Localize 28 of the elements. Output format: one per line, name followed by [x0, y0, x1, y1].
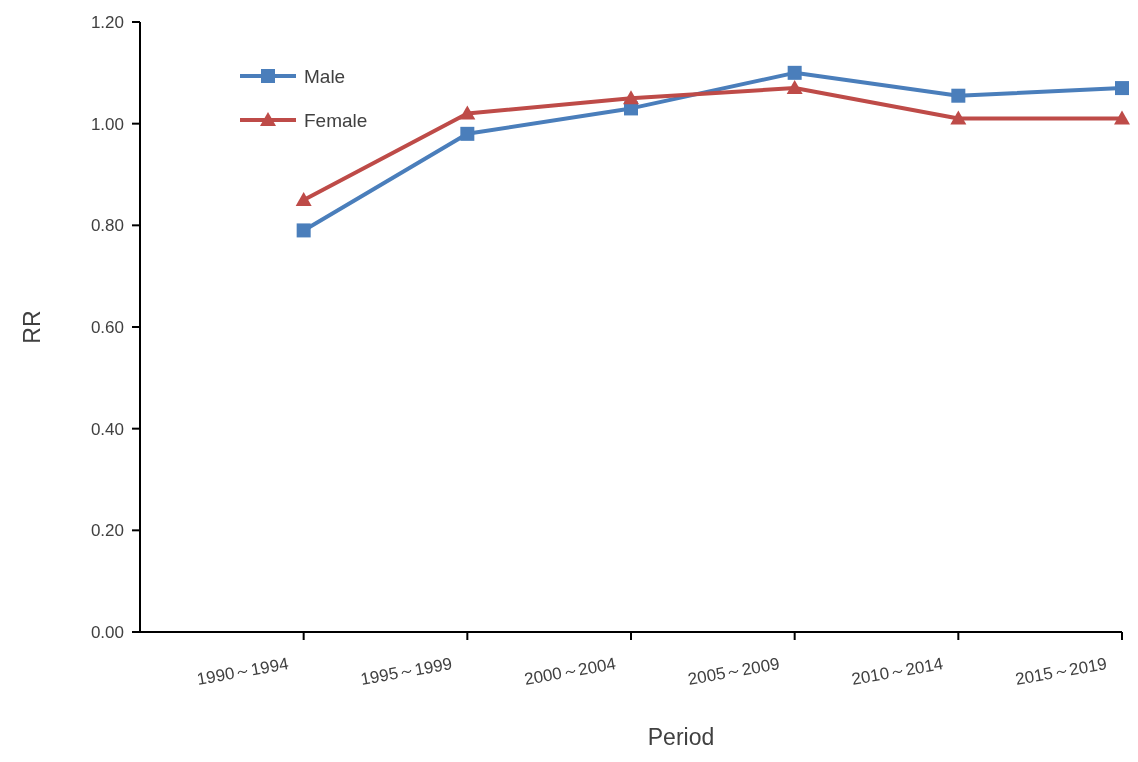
- point: [460, 126, 475, 141]
- y-tick-label: 0.60: [90, 318, 124, 337]
- y-tick-label: 0.40: [90, 419, 124, 439]
- x-axis-title: Period: [647, 724, 715, 750]
- point: [786, 80, 803, 95]
- x-tick-label: 2000～2004: [522, 654, 618, 689]
- y-tick-label: 1.00: [90, 114, 124, 134]
- x-tick-label: 1990～1994: [195, 654, 290, 689]
- y-tick-label: 0.80: [90, 216, 124, 236]
- y-tick-label: 0.20: [90, 521, 124, 541]
- point: [1115, 81, 1129, 96]
- point: [295, 191, 312, 206]
- y-axis-title: RR: [19, 310, 45, 344]
- legend-label: Female: [304, 110, 368, 131]
- x-tick-label: 2010～2014: [850, 654, 945, 689]
- point: [296, 223, 311, 238]
- x-tick-label: 1995～1999: [359, 654, 454, 689]
- point: [787, 65, 802, 80]
- y-tick-label: 0.00: [90, 623, 124, 642]
- point: [951, 88, 966, 103]
- point: [623, 90, 639, 105]
- legend-label: Male: [304, 66, 346, 87]
- x-tick-label: 2005～2009: [686, 654, 781, 689]
- point: [950, 110, 967, 125]
- y-tick-label: 1.20: [90, 13, 124, 32]
- x-tick-label: 2015～2019: [1013, 654, 1109, 689]
- point: [1114, 110, 1130, 125]
- point: [459, 105, 476, 120]
